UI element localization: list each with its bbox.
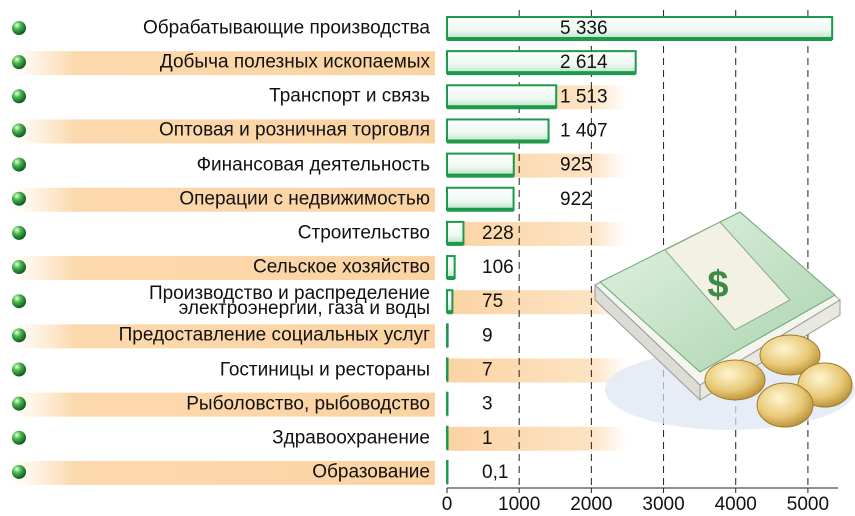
money-illustration: $ (595, 212, 855, 430)
row-stripe (447, 427, 627, 451)
bullet (12, 363, 26, 377)
value-label: 3 (482, 394, 493, 415)
bar (447, 119, 549, 141)
row-stripe (447, 359, 627, 383)
category-label: Предоставление социальных услуг (119, 328, 430, 343)
bar (447, 290, 452, 312)
bullet (12, 21, 26, 35)
x-tick-label: 0 (442, 494, 453, 515)
category-label: Транспорт и связь (269, 89, 430, 104)
category-label: Рыболовство, рыбоводство (186, 396, 430, 411)
bar (447, 256, 455, 278)
x-tick-label: 4000 (715, 494, 757, 515)
bullet (12, 260, 26, 274)
bullet (12, 328, 26, 342)
bar (447, 461, 448, 483)
category-label: Гостиницы и рестораны (220, 362, 430, 377)
bar (447, 359, 448, 381)
category-label: Обрабатывающие производства (143, 21, 430, 36)
category-label: Строительство (298, 225, 430, 240)
value-label: 228 (482, 223, 514, 244)
value-label: 925 (560, 155, 592, 176)
bar (447, 85, 556, 107)
bar (447, 188, 514, 210)
value-label: 106 (482, 257, 514, 278)
x-tick-label: 2000 (570, 494, 612, 515)
bar (447, 17, 832, 39)
bullet (12, 226, 26, 240)
category-label: Оптовая и розничная торговля (159, 123, 430, 138)
bullet (12, 294, 26, 308)
value-label: 1 (482, 428, 493, 449)
coin (757, 383, 813, 427)
x-tick-label: 1000 (498, 494, 540, 515)
category-label: Добыча полезных ископаемых (160, 55, 430, 70)
value-label: 0,1 (482, 462, 508, 483)
bullet (12, 55, 26, 69)
value-label: 922 (560, 189, 592, 210)
category-label: Операции с недвижимостью (179, 191, 430, 206)
bullet (12, 192, 26, 206)
value-label: 5 336 (560, 18, 608, 39)
value-label: 75 (482, 291, 503, 312)
value-label: 9 (482, 325, 493, 346)
x-tick-label: 3000 (642, 494, 684, 515)
category-label: Здравоохранение (272, 430, 430, 445)
bullet (12, 123, 26, 137)
bullet (12, 465, 26, 479)
bar (447, 222, 463, 244)
value-label: 1 407 (560, 120, 608, 141)
category-label: Сельское хозяйство (253, 260, 430, 275)
category-label: Производство и распределение электроэнер… (149, 286, 430, 316)
bar (447, 324, 448, 346)
bar (447, 427, 448, 449)
row-stripe (447, 222, 627, 246)
dollar-sign: $ (707, 264, 728, 306)
value-label: 7 (482, 360, 493, 381)
page: {"chart_data": {"type": "bar", "orientat… (0, 0, 855, 516)
coin (705, 360, 765, 400)
bullet (12, 397, 26, 411)
value-label: 2 614 (560, 52, 608, 73)
bullet (12, 431, 26, 445)
value-label: 1 513 (560, 86, 608, 107)
category-label: Финансовая деятельность (197, 157, 430, 172)
category-label: Образование (312, 464, 430, 479)
bullet (12, 89, 26, 103)
bullet (12, 158, 26, 172)
bar (447, 154, 514, 176)
x-tick-label: 5000 (787, 494, 829, 515)
bar (447, 393, 448, 415)
